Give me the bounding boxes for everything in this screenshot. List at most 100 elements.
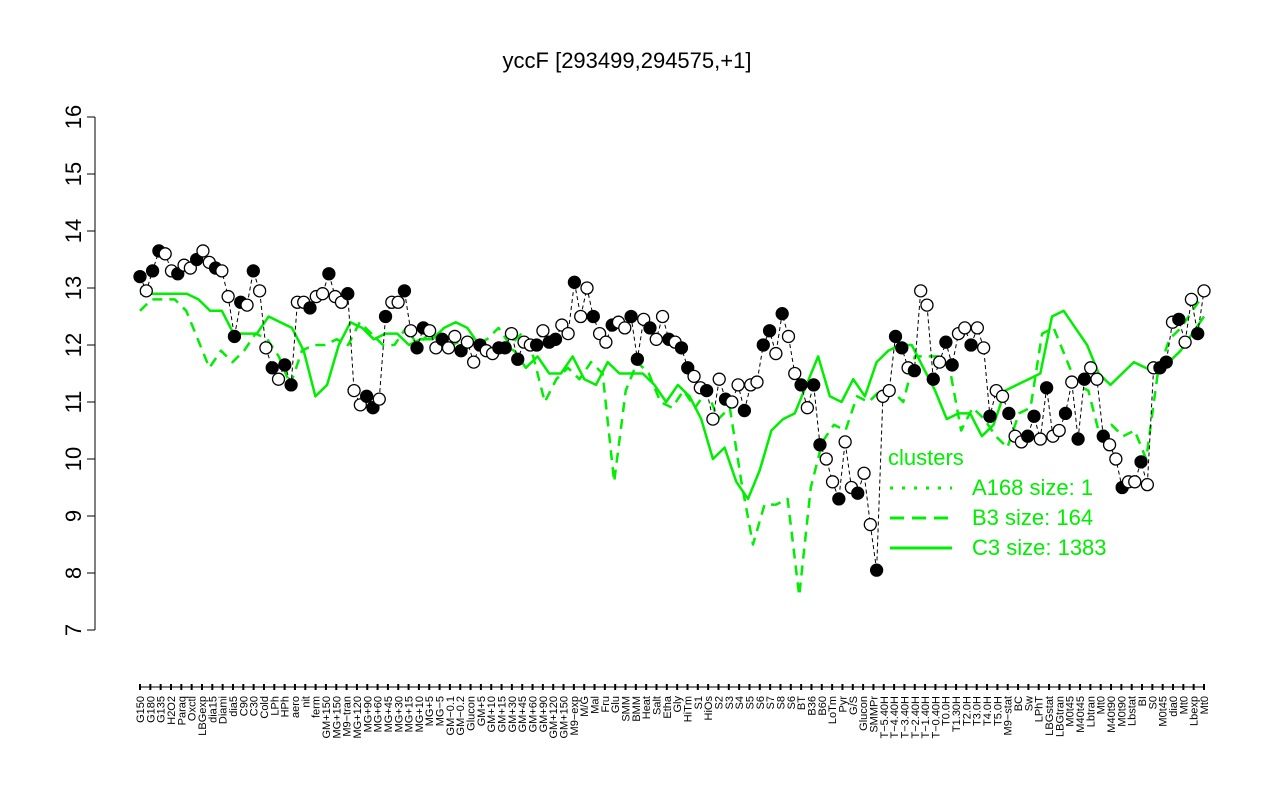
data-point xyxy=(926,372,940,386)
data-point xyxy=(284,378,298,392)
data-point xyxy=(404,324,418,338)
x-tick-label: LPhT xyxy=(1034,696,1046,723)
data-point xyxy=(699,383,714,398)
y-axis: 7 8 9 10 11 12 13 14 15 16 xyxy=(61,105,96,636)
data-point xyxy=(360,389,374,403)
data-point xyxy=(970,321,984,335)
x-tick-label: Glucon xyxy=(466,696,478,731)
x-tick-label: MG+30 xyxy=(393,696,405,732)
x-tick-label: Lbstat xyxy=(1127,696,1139,726)
data-point xyxy=(529,338,544,352)
x-tick-label: dia5 xyxy=(228,696,240,717)
data-point xyxy=(278,358,292,372)
x-tick-label: T0.0H xyxy=(941,696,953,726)
data-point xyxy=(964,338,978,352)
y-tick-label: 9 xyxy=(61,510,86,522)
data-point xyxy=(1090,372,1104,386)
data-point xyxy=(712,372,726,386)
data-point xyxy=(322,267,336,281)
data-point xyxy=(756,338,770,352)
data-point xyxy=(832,492,846,506)
x-tick-label: S4 xyxy=(734,696,746,709)
data-point xyxy=(265,361,279,375)
x-tick-label: S0 xyxy=(1147,696,1159,709)
x-tick-label: Lbexp xyxy=(1189,696,1201,726)
data-point xyxy=(624,309,638,324)
x-tick-label: Lbtran xyxy=(1085,696,1097,727)
x-tick-label: dia0 xyxy=(1168,696,1180,717)
x-tick-label: T3.0H xyxy=(972,696,984,726)
data-point xyxy=(215,264,229,278)
data-point xyxy=(945,358,959,372)
x-tick-label: S2 xyxy=(713,696,725,709)
x-tick-label: GM+60 xyxy=(528,696,540,732)
y-tick-label: 8 xyxy=(61,567,86,579)
x-tick-label: MG+120 xyxy=(352,696,364,739)
legend: clusters A168 size: 1 B3 size: 164 C3 size:… xyxy=(888,445,1107,560)
data-point xyxy=(133,269,147,284)
data-point xyxy=(932,355,947,369)
data-point xyxy=(914,284,928,298)
data-point xyxy=(813,438,827,452)
data-point xyxy=(1033,432,1047,446)
x-tick-label: Mt0 xyxy=(1199,696,1211,714)
data-point xyxy=(1065,375,1079,389)
x-tick-label: HPh xyxy=(280,696,292,717)
data-point xyxy=(460,335,475,349)
x-tick-label: HiOs xyxy=(703,696,715,721)
x-tick-label: T−3.40H xyxy=(899,696,911,739)
data-point xyxy=(825,475,840,489)
data-point xyxy=(920,298,934,312)
data-point xyxy=(347,383,361,398)
data-point xyxy=(838,435,852,449)
x-tick-label: S1 xyxy=(693,696,705,709)
data-point xyxy=(869,563,884,577)
data-point xyxy=(976,341,991,355)
data-point xyxy=(800,401,815,415)
data-point xyxy=(1058,406,1073,421)
x-tick-label: S7 xyxy=(765,696,777,709)
data-point xyxy=(1077,372,1092,386)
x-tick-label: T−5.40H xyxy=(879,696,891,739)
x-tick-label: GM+150 xyxy=(321,696,333,739)
data-point xyxy=(630,352,645,366)
x-tick-label: LPh xyxy=(269,696,281,716)
x-tick-label: C30 xyxy=(249,696,261,716)
data-point xyxy=(643,321,657,335)
data-point xyxy=(794,378,808,392)
data-point xyxy=(1172,312,1186,327)
x-tick-label: C90 xyxy=(238,696,250,716)
legend-title: clusters xyxy=(888,445,964,470)
data-point xyxy=(851,486,865,500)
x-tick-label: M9−tran xyxy=(342,696,354,737)
x-tick-label: SMM xyxy=(621,696,633,722)
data-point xyxy=(983,409,997,423)
data-point xyxy=(341,287,355,301)
x-tick-label: BMM xyxy=(631,696,643,722)
x-tick-label: GM+10 xyxy=(486,696,498,732)
x-tick-label: GM+5 xyxy=(476,696,488,726)
x-tick-label: M/G xyxy=(579,696,591,717)
data-point xyxy=(1191,326,1205,341)
x-tick-label: G180 xyxy=(145,696,157,723)
data-point xyxy=(1128,475,1142,489)
x-tick-label: Mal xyxy=(590,696,602,714)
x-tick-label: dia15 xyxy=(207,696,219,723)
data-point xyxy=(548,332,563,346)
x-tick-label: T−4.40H xyxy=(889,696,901,739)
x-tick-label: HiTm xyxy=(682,696,694,722)
data-point xyxy=(674,341,689,355)
x-tick-label: T−1.40H xyxy=(920,696,932,739)
y-tick-label: 16 xyxy=(61,105,86,129)
data-point xyxy=(939,335,953,349)
x-tick-label: S6 xyxy=(755,696,767,709)
x-tick-label: BC xyxy=(1013,696,1025,711)
data-point xyxy=(1109,452,1123,466)
data-point xyxy=(372,392,386,406)
x-tick-label: H2O2 xyxy=(166,696,178,725)
data-point xyxy=(762,324,777,338)
x-tick-label: aero xyxy=(290,696,302,718)
x-tick-label: MG+10 xyxy=(414,696,426,732)
x-tick-label: M40t45 xyxy=(1075,696,1087,733)
